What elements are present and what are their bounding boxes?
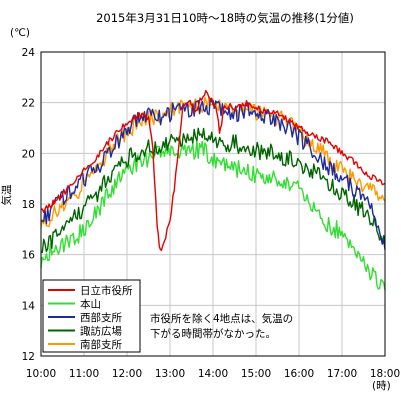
chart-title: 2015年3月31日10時～18時の気温の推移(1分値) (96, 11, 354, 25)
grid-layer (41, 52, 385, 356)
series-line-3 (40, 98, 386, 250)
legend-label: 諏訪広場 (80, 325, 122, 338)
annotation-line-2: 下がる時間帯がなかった。 (150, 327, 276, 340)
annotation: 市役所を除く4地点は、気温の 下がる時間帯がなかった。 (150, 312, 293, 340)
series-line-4 (40, 127, 386, 254)
x-tick-label: 16:00 (284, 368, 314, 380)
y-tick-label: 24 (22, 47, 36, 59)
y-axis-label: 気温 (0, 184, 13, 205)
x-unit-label: (時) (372, 380, 391, 392)
legend-label: 日立市役所 (80, 284, 133, 297)
legend-label: 本山 (80, 298, 101, 311)
y-tick-label: 18 (22, 199, 35, 211)
tick-layer: 10:00 11:00 12:00 13:00 14:00 15:00 16:00 17:00… (22, 47, 401, 380)
legend-label: 南部支所 (80, 338, 122, 351)
x-tick-label: 10:00 (26, 368, 56, 380)
series-line-1 (40, 90, 386, 252)
y-tick-label: 14 (22, 300, 36, 312)
y-unit-label: (℃) (10, 27, 30, 39)
x-tick-label: 14:00 (198, 368, 228, 380)
y-tick-label: 20 (22, 148, 35, 160)
y-tick-label: 16 (22, 250, 36, 262)
annotation-line-1: 市役所を除く4地点は、気温の (150, 312, 293, 325)
x-tick-label: 15:00 (241, 368, 271, 380)
x-tick-label: 13:00 (155, 368, 185, 380)
x-tick-label: 18:00 (370, 368, 400, 380)
plot-frame (40, 51, 386, 357)
x-tick-label: 11:00 (69, 368, 99, 380)
x-tick-label: 17:00 (327, 368, 357, 380)
x-tick-label: 12:00 (112, 368, 142, 380)
y-axis-title: 気温 (0, 184, 13, 205)
y-tick-label: 22 (22, 98, 35, 110)
legend-label: 西部支所 (80, 311, 122, 324)
series-line-2 (40, 140, 386, 291)
series-layer (40, 90, 386, 291)
y-tick-label: 12 (22, 351, 35, 363)
